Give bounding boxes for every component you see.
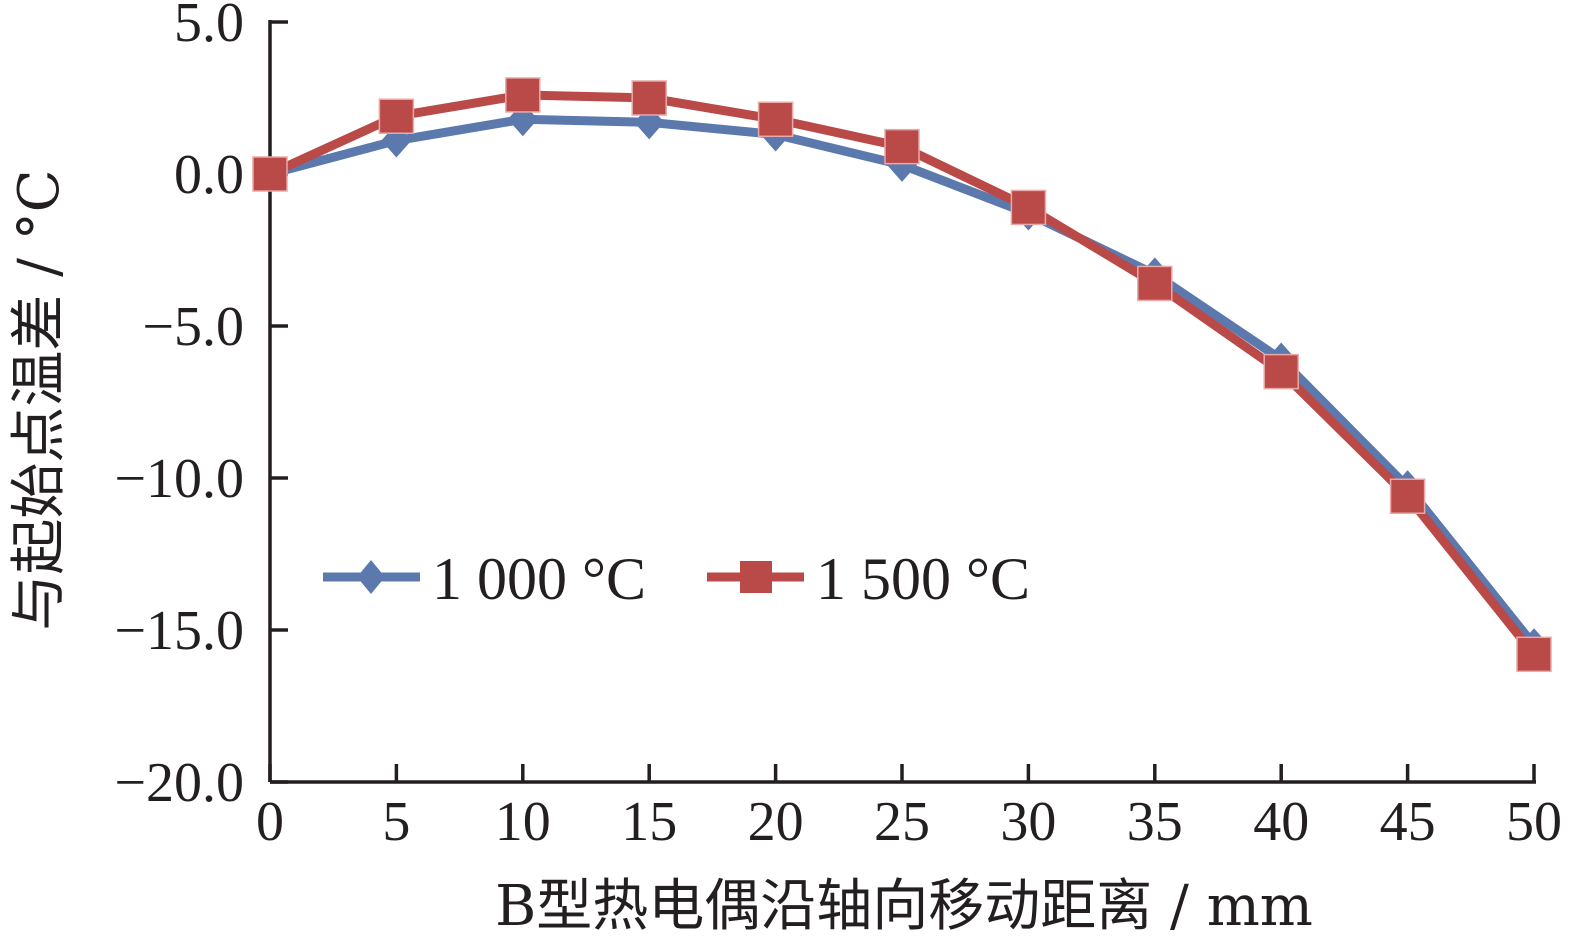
data-point	[631, 80, 667, 116]
x-tick-label: 15	[621, 791, 677, 853]
y-axis-title: 与起始点温差 / °C	[7, 169, 72, 630]
data-point	[757, 101, 794, 138]
data-point	[1263, 353, 1299, 390]
x-tick-label: 0	[256, 791, 284, 853]
legend: 1 000 °C 1 500 °C	[323, 546, 1030, 612]
series-1500c	[252, 77, 1552, 673]
series-layer	[252, 77, 1552, 673]
y-axis-ticks: 5.0 0.0 −5.0 −10.0 −15.0 −20.0	[114, 0, 288, 814]
x-tick-label: 40	[1253, 791, 1309, 853]
x-tick-label: 35	[1127, 791, 1183, 853]
x-tick-label: 50	[1506, 791, 1562, 853]
y-tick-label: 5.0	[174, 0, 244, 54]
data-point	[252, 156, 288, 192]
x-tick-label: 25	[874, 791, 930, 853]
x-tick-label: 45	[1380, 791, 1436, 853]
data-point	[884, 128, 920, 165]
legend-label-1500c: 1 500 °C	[816, 546, 1030, 612]
y-tick-label: −10.0	[114, 448, 244, 510]
legend-marker-1500c	[740, 561, 772, 593]
x-axis-title: B型热电偶沿轴向移动距离 / mm	[495, 874, 1313, 939]
x-tick-label: 5	[382, 791, 410, 853]
legend-item-1500c: 1 500 °C	[707, 546, 1030, 612]
data-point	[1516, 636, 1552, 673]
y-tick-label: −5.0	[142, 296, 244, 358]
x-tick-label: 30	[1000, 791, 1056, 853]
y-tick-label: −15.0	[114, 600, 244, 662]
y-tick-label: 0.0	[174, 144, 244, 206]
data-point	[505, 77, 541, 113]
data-point	[1010, 189, 1047, 226]
y-tick-label: −20.0	[114, 752, 244, 814]
data-point	[1389, 478, 1426, 514]
x-tick-label: 20	[748, 791, 804, 853]
legend-label-1000c: 1 000 °C	[432, 546, 646, 612]
legend-item-1000c: 1 000 °C	[323, 546, 646, 612]
x-axis-ticks: 0 5 10 15 20 25 30 35 40 45 50	[256, 764, 1562, 853]
data-point	[378, 98, 415, 134]
data-point	[1137, 265, 1173, 302]
legend-marker-1000c	[357, 560, 385, 594]
x-tick-label: 10	[495, 791, 551, 853]
